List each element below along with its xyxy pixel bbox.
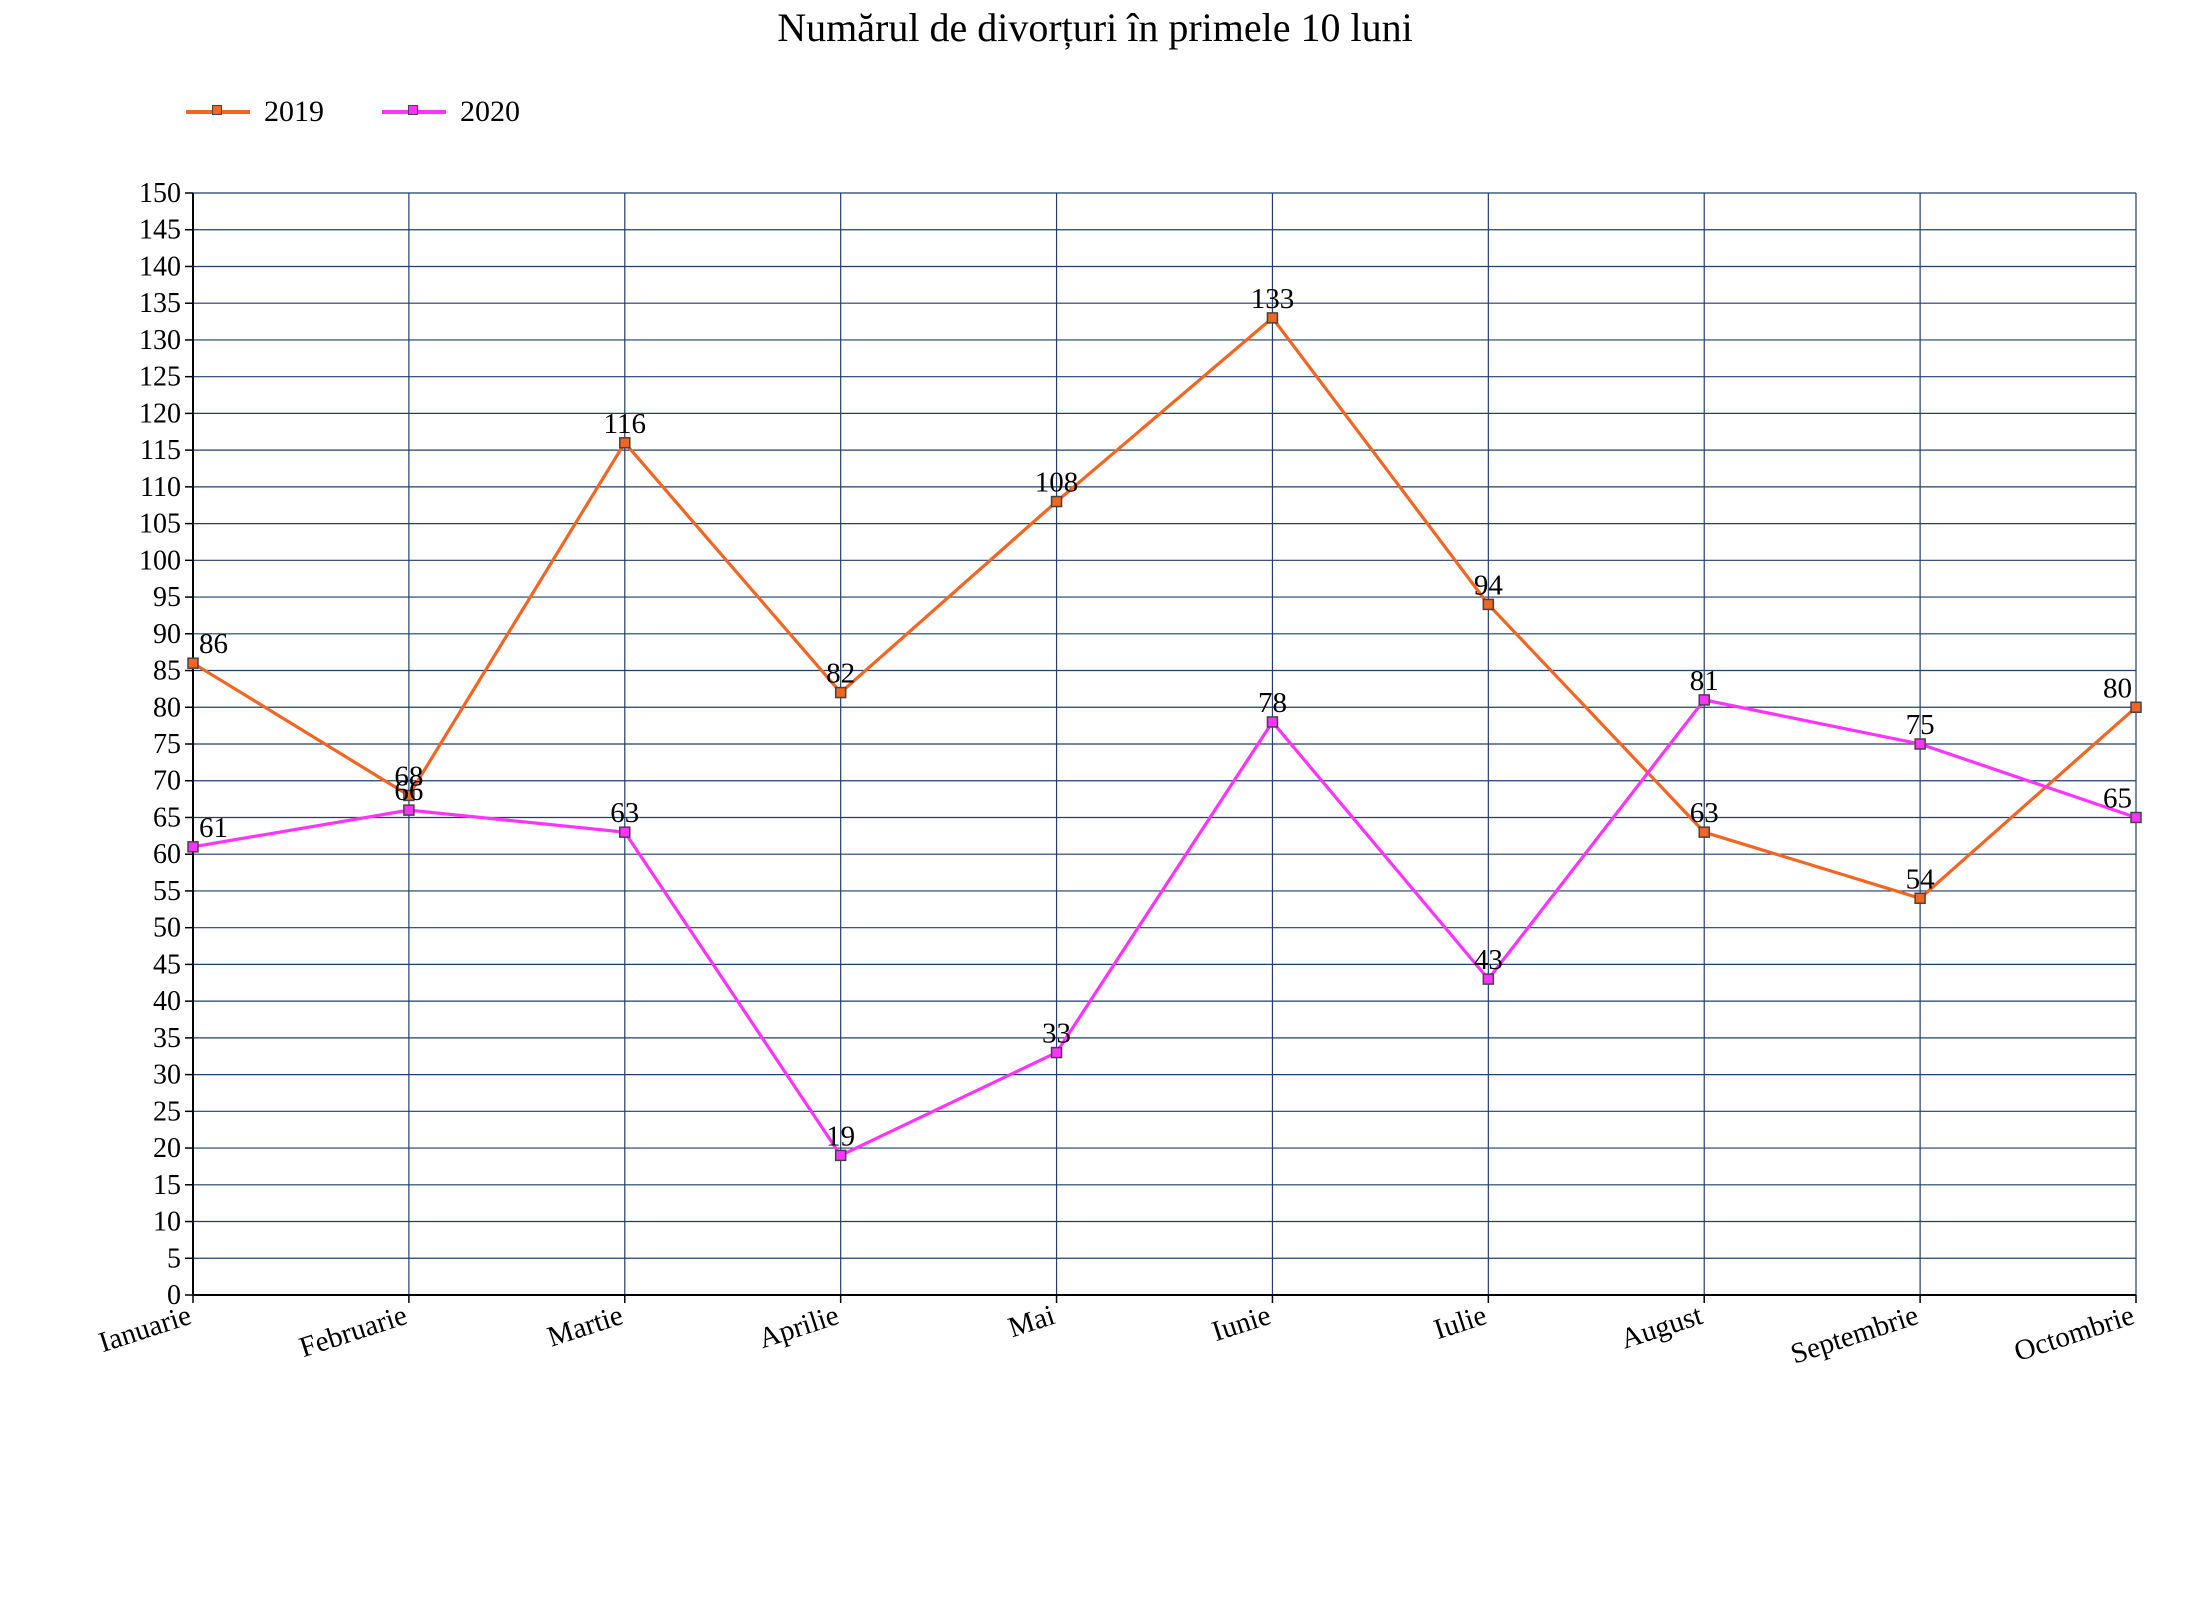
x-tick-label: Februarie xyxy=(295,1299,411,1364)
series-2019-data-label: 82 xyxy=(826,658,855,690)
y-tick-label: 125 xyxy=(139,362,181,393)
series-2019-point xyxy=(1050,495,1063,508)
series-2020-data-label: 33 xyxy=(1042,1018,1071,1050)
x-tick-label: Aprilie xyxy=(755,1299,843,1355)
y-tick-label: 20 xyxy=(153,1133,181,1164)
series-2020-data-label: 75 xyxy=(1906,709,1935,741)
y-tick-label: 140 xyxy=(139,251,181,282)
y-tick-label: 95 xyxy=(153,582,181,613)
series-2020-line xyxy=(192,698,2137,1158)
y-tick-label: 15 xyxy=(153,1170,181,1201)
y-tick-label: 10 xyxy=(153,1207,181,1238)
series-2020-point xyxy=(1050,1046,1063,1059)
series-2019-data-label: 68 xyxy=(394,760,423,792)
series-2019-data-label: 116 xyxy=(604,408,646,440)
y-tick-label: 45 xyxy=(153,949,181,980)
y-tick-label: 100 xyxy=(139,545,181,576)
y-tick-label: 40 xyxy=(153,986,181,1017)
x-tick-label: Octombrie xyxy=(2010,1299,2138,1368)
series-2019-point xyxy=(1266,312,1279,324)
series-2019-point xyxy=(619,437,631,449)
series-2020-point xyxy=(834,1149,847,1162)
series-2019-point xyxy=(1482,598,1495,611)
x-tick-label: Ianuarie xyxy=(95,1299,195,1359)
legend-swatch-2020 xyxy=(382,105,446,115)
x-tick-label: Septembrie xyxy=(1787,1299,1923,1370)
legend-label-2020: 2020 xyxy=(460,95,520,128)
series-2020-point xyxy=(403,804,415,816)
x-tick-label: Iulie xyxy=(1430,1299,1490,1346)
series-2019-point xyxy=(187,657,199,669)
series-2019-data-label: 94 xyxy=(1474,569,1504,601)
series-2020-point xyxy=(1482,973,1495,985)
series-2019-point xyxy=(403,789,415,802)
series-2020-point xyxy=(1698,694,1710,706)
y-tick-label: 35 xyxy=(153,1023,181,1054)
series-2019-point xyxy=(1698,826,1710,838)
series-2020-data-label: 65 xyxy=(2103,782,2132,814)
series-2020-data-label: 66 xyxy=(394,775,423,807)
y-tick-label: 105 xyxy=(139,509,181,540)
y-tick-label: 30 xyxy=(153,1060,181,1091)
series-2019-point xyxy=(834,686,847,699)
y-tick-label: 135 xyxy=(139,288,181,319)
chart-title: Numărul de divorțuri în primele 10 luni xyxy=(777,5,1413,50)
series-2020-data-label: 81 xyxy=(1690,665,1719,697)
y-tick-label: 85 xyxy=(153,656,181,687)
x-tick-label: Martie xyxy=(544,1299,627,1353)
legend-item-2019: 2019 xyxy=(186,92,324,132)
y-tick-label: 65 xyxy=(153,802,181,833)
series-2020-data-label: 19 xyxy=(826,1120,855,1152)
series-2020-data-label: 63 xyxy=(610,797,639,829)
series-2019-data-label: 80 xyxy=(2103,672,2132,704)
series-2020-point xyxy=(187,841,199,853)
series-2020-data-label: 78 xyxy=(1258,687,1287,719)
series-2019-point xyxy=(2130,701,2142,714)
y-tick-label: 80 xyxy=(153,692,181,723)
legend-swatch-2019 xyxy=(186,105,250,115)
y-tick-label: 50 xyxy=(153,913,181,944)
y-tick-label: 0 xyxy=(167,1280,181,1311)
y-tick-label: 90 xyxy=(153,619,181,650)
y-tick-label: 120 xyxy=(139,398,181,429)
y-tick-label: 5 xyxy=(167,1243,181,1274)
y-tick-label: 55 xyxy=(153,876,181,907)
series-2020-point xyxy=(1914,738,1926,750)
y-tick-label: 70 xyxy=(153,766,181,797)
x-tick-label: Mai xyxy=(1004,1299,1058,1344)
y-tick-label: 110 xyxy=(140,472,181,503)
y-tick-label: 145 xyxy=(139,215,181,246)
series-2020-data-label: 61 xyxy=(199,812,228,844)
series-2020-point xyxy=(2130,811,2142,824)
y-tick-label: 60 xyxy=(153,839,181,870)
series-2019-point xyxy=(1914,892,1926,905)
series-2020-point xyxy=(619,826,631,838)
series-2019-data-label: 86 xyxy=(199,628,228,660)
y-tick-label: 25 xyxy=(153,1096,181,1127)
legend-item-2020: 2020 xyxy=(382,92,520,132)
y-tick-label: 115 xyxy=(140,435,181,466)
x-tick-label: August xyxy=(1617,1299,1707,1355)
y-tick-label: 130 xyxy=(139,325,181,356)
series-2019-data-label: 63 xyxy=(1690,797,1719,829)
series-2019-data-label: 108 xyxy=(1035,467,1079,499)
legend-label-2019: 2019 xyxy=(264,95,324,128)
series-2019-line xyxy=(192,315,2138,901)
x-tick-label: Iunie xyxy=(1208,1299,1275,1348)
series-2019-data-label: 54 xyxy=(1906,863,1936,895)
y-tick-label: 75 xyxy=(153,729,181,760)
series-2019-data-label: 133 xyxy=(1251,283,1295,315)
series-2020-data-label: 43 xyxy=(1474,944,1503,976)
y-tick-label: 150 xyxy=(139,178,181,209)
series-2020-point xyxy=(1266,716,1279,728)
